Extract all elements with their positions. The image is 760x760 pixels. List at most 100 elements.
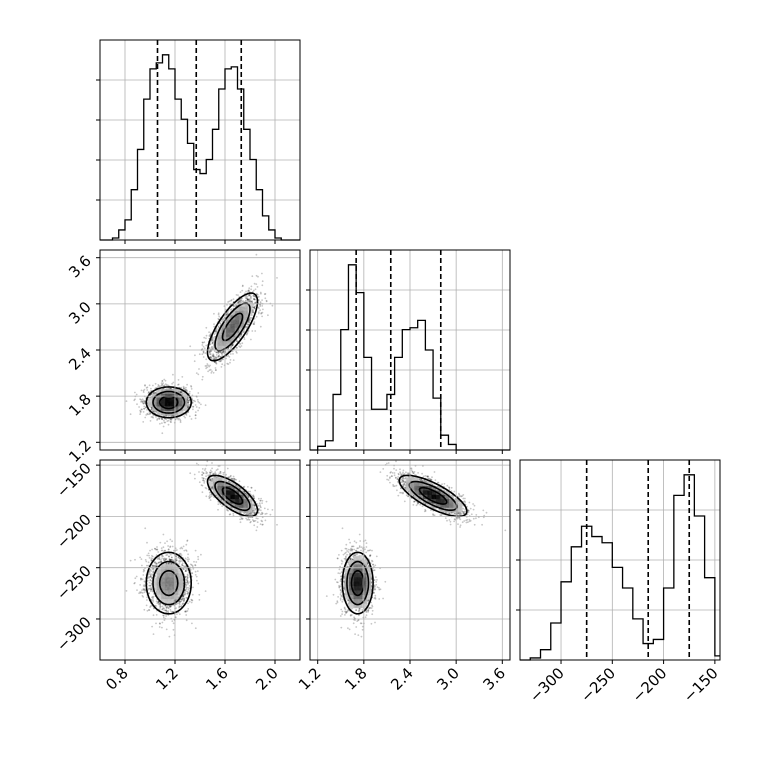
sample-point [151, 568, 154, 570]
sample-point [170, 553, 172, 556]
sample-point [176, 602, 179, 605]
sample-point [190, 564, 193, 566]
sample-point [219, 360, 222, 362]
sample-point [178, 601, 181, 604]
sample-point [159, 602, 161, 605]
sample-point [229, 359, 232, 361]
sample-point [212, 354, 215, 357]
sample-point [219, 355, 222, 358]
sample-point [209, 353, 211, 355]
sample-point [247, 298, 250, 301]
sample-point [183, 599, 186, 602]
sample-point [139, 409, 142, 412]
histogram-1 [100, 54, 300, 241]
sample-point [261, 311, 264, 314]
sample-point [207, 364, 210, 367]
sample-point [177, 383, 180, 386]
sample-point [248, 289, 250, 292]
sample-point [150, 586, 153, 589]
sample-point [198, 407, 201, 409]
sample-point [125, 400, 128, 402]
sample-point [215, 357, 218, 360]
sample-point [138, 592, 141, 595]
sample-point [142, 402, 145, 405]
sample-point [176, 559, 178, 562]
sample-point [148, 581, 151, 584]
sample-point [149, 412, 152, 415]
sample-point [187, 582, 190, 584]
sample-point [264, 297, 267, 300]
sample-point [240, 334, 243, 336]
sample-point [250, 300, 253, 303]
sample-point [183, 593, 186, 596]
sample-point [161, 608, 164, 611]
histogram-2 [310, 264, 510, 451]
sample-point [209, 355, 212, 358]
sample-point [161, 418, 164, 420]
sample-point [157, 551, 160, 553]
sample-point [157, 602, 160, 605]
sample-point [222, 351, 224, 354]
sample-point [258, 307, 260, 310]
sample-point [163, 557, 166, 560]
sample-point [149, 587, 152, 590]
sample-point [231, 344, 234, 347]
sample-point [253, 298, 256, 301]
sample-point [248, 322, 251, 324]
sample-point [196, 570, 199, 572]
sample-point [253, 321, 256, 323]
sample-point [182, 599, 185, 602]
sample-point [163, 384, 166, 387]
sample-point [175, 555, 178, 558]
sample-point [186, 383, 189, 386]
sample-point [184, 416, 187, 419]
sample-point [252, 294, 255, 297]
sample-point [190, 418, 193, 420]
sample-point [175, 616, 177, 619]
sample-point [187, 560, 190, 563]
sample-point [214, 361, 216, 364]
density-cell [152, 402, 157, 407]
sample-point [235, 350, 238, 353]
sample-point [186, 610, 189, 612]
density-cell [234, 323, 240, 329]
sample-point [149, 574, 152, 577]
sample-point [209, 333, 212, 336]
sample-point [232, 343, 234, 346]
sample-point [253, 294, 256, 297]
sample-point [245, 290, 247, 293]
sample-point [148, 576, 151, 579]
sample-point [162, 382, 165, 385]
sample-point [135, 393, 138, 396]
sample-point [265, 299, 268, 302]
sample-point [236, 352, 238, 354]
sample-point [253, 298, 256, 301]
sample-point [257, 299, 260, 301]
density-cell [239, 306, 244, 312]
sample-point [194, 411, 197, 413]
sample-point [158, 561, 161, 564]
contour-line [206, 292, 259, 362]
sample-point [150, 558, 153, 561]
sample-point [252, 306, 255, 309]
sample-point [172, 610, 174, 613]
sample-point [144, 559, 147, 561]
density-cell [173, 410, 179, 416]
sample-point [225, 357, 228, 360]
sample-point [215, 369, 217, 371]
sample-point [160, 561, 163, 563]
sample-point [162, 533, 165, 536]
sample-point [168, 558, 171, 560]
sample-point [219, 322, 222, 324]
sample-point [254, 305, 257, 308]
sample-point [186, 577, 189, 580]
sample-point [261, 299, 263, 301]
sample-point [204, 365, 207, 367]
sample-point [146, 389, 149, 391]
sample-point [208, 331, 211, 334]
sample-point [179, 391, 182, 394]
sample-point [149, 606, 152, 608]
sample-point [211, 345, 214, 348]
sample-point [184, 592, 187, 595]
